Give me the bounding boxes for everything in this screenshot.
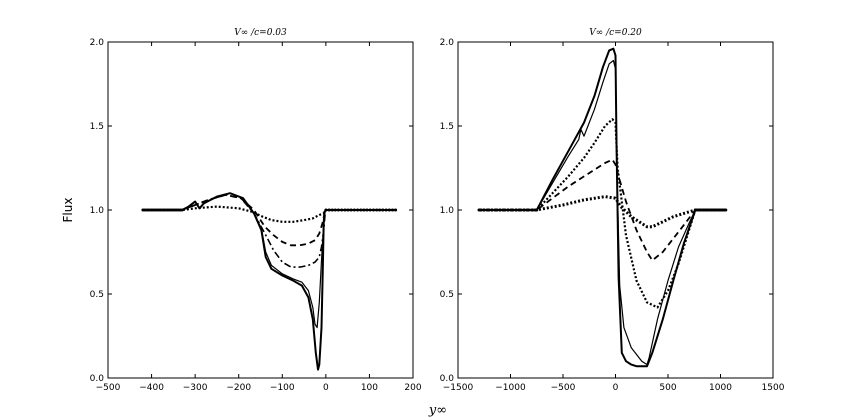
- continuum-marker: [394, 208, 398, 212]
- continuum-marker: [359, 208, 363, 212]
- continuum-marker: [511, 208, 515, 212]
- continuum-marker: [349, 208, 353, 212]
- continuum-marker: [477, 208, 481, 212]
- continuum-marker: [362, 208, 366, 212]
- x-tick-label: −1500: [443, 383, 474, 393]
- continuum-marker: [390, 208, 394, 212]
- continuum-marker: [337, 208, 340, 212]
- panel-title: V∞ /c=0.20: [589, 28, 642, 38]
- y-tick-label: 1.0: [90, 206, 105, 216]
- y-tick-label: 2.0: [90, 38, 105, 48]
- x-tick-label: −500: [551, 383, 576, 393]
- panel-left: −500 −400 −300 −200 −100 0 100 200 0.0 0.5 1.0 1.5 2…: [90, 28, 422, 393]
- x-tick-label: 0: [323, 383, 329, 393]
- x-tick-label: −500: [96, 383, 121, 393]
- continuum-marker: [480, 208, 484, 212]
- x-tick-label: −300: [183, 383, 208, 393]
- continuum-marker: [519, 208, 523, 212]
- continuum-marker: [371, 208, 375, 212]
- x-tick-label: 1500: [762, 383, 785, 393]
- continuum-marker: [352, 208, 356, 212]
- continuum-marker: [488, 208, 491, 212]
- x-tick-label: −1000: [495, 383, 526, 393]
- continuum-marker: [490, 208, 494, 212]
- continuum-marker: [482, 208, 486, 212]
- continuum-marker: [340, 208, 344, 212]
- x-tick-label: −200: [226, 383, 251, 393]
- continuum-marker: [330, 208, 334, 212]
- continuum-marker: [501, 208, 505, 212]
- series-line-solid-thin: [479, 59, 726, 366]
- continuum-marker: [365, 208, 369, 212]
- continuum-marker: [498, 208, 502, 212]
- continuum-marker: [509, 208, 512, 212]
- x-tick-label: −400: [139, 383, 164, 393]
- continuum-marker: [522, 208, 526, 212]
- continuum-marker: [381, 208, 385, 212]
- continuum-marker: [333, 208, 337, 212]
- series-line-dash-dot: [142, 194, 396, 268]
- continuum-marker: [524, 208, 528, 212]
- y-tick-label: 1.5: [90, 122, 104, 132]
- continuum-marker: [506, 208, 510, 212]
- continuum-marker: [514, 208, 518, 212]
- continuum-marker: [368, 208, 372, 212]
- y-tick-label: 1.5: [440, 122, 454, 132]
- x-tick-label: 500: [659, 383, 676, 393]
- continuum-marker: [327, 208, 331, 212]
- y-tick-label: 0.0: [90, 374, 105, 384]
- y-tick-label: 0.5: [90, 290, 104, 300]
- continuum-marker: [384, 208, 388, 212]
- y-tick-label: 2.0: [440, 38, 455, 48]
- y-tick-label: 1.0: [440, 206, 455, 216]
- continuum-marker: [535, 208, 539, 212]
- x-tick-label: −100: [270, 383, 295, 393]
- series-line-solid-thick: [479, 47, 726, 368]
- continuum-marker: [532, 208, 536, 212]
- series-line-dotted-thick: [479, 195, 726, 229]
- x-tick-label: 1000: [709, 383, 732, 393]
- continuum-marker: [724, 208, 728, 212]
- continuum-marker: [180, 208, 184, 212]
- continuum-marker: [527, 208, 531, 212]
- continuum-marker: [378, 208, 382, 212]
- y-tick-label: 0.5: [440, 290, 454, 300]
- continuum-marker: [493, 208, 497, 212]
- y-axis-label: Flux: [61, 198, 75, 223]
- continuum-marker: [343, 208, 347, 212]
- continuum-marker: [356, 208, 359, 212]
- panel-right: −1500 −1000 −500 0 500 1000 1500 0.0 0.5 1.0 1.5 2.…: [440, 28, 785, 393]
- continuum-marker: [324, 208, 328, 212]
- x-tick-label: 0: [613, 383, 619, 393]
- continuum-marker: [375, 208, 379, 212]
- series-line-solid-thin: [142, 192, 396, 329]
- y-tick-label: 0.0: [440, 374, 455, 384]
- continuum-marker: [503, 208, 507, 212]
- x-axis-label: y∞: [428, 403, 447, 418]
- x-tick-label: 100: [361, 383, 378, 393]
- continuum-marker: [485, 208, 489, 212]
- continuum-marker: [516, 208, 520, 212]
- continuum-marker: [495, 208, 499, 212]
- continuum-marker: [530, 208, 533, 212]
- series-line-dashed: [142, 193, 396, 247]
- panel-title: V∞ /c=0.03: [234, 28, 287, 38]
- x-tick-label: 200: [404, 383, 421, 393]
- continuum-marker: [387, 208, 391, 212]
- series-line-dotted: [479, 118, 726, 309]
- continuum-marker: [346, 208, 350, 212]
- series-line-dotted: [142, 205, 396, 223]
